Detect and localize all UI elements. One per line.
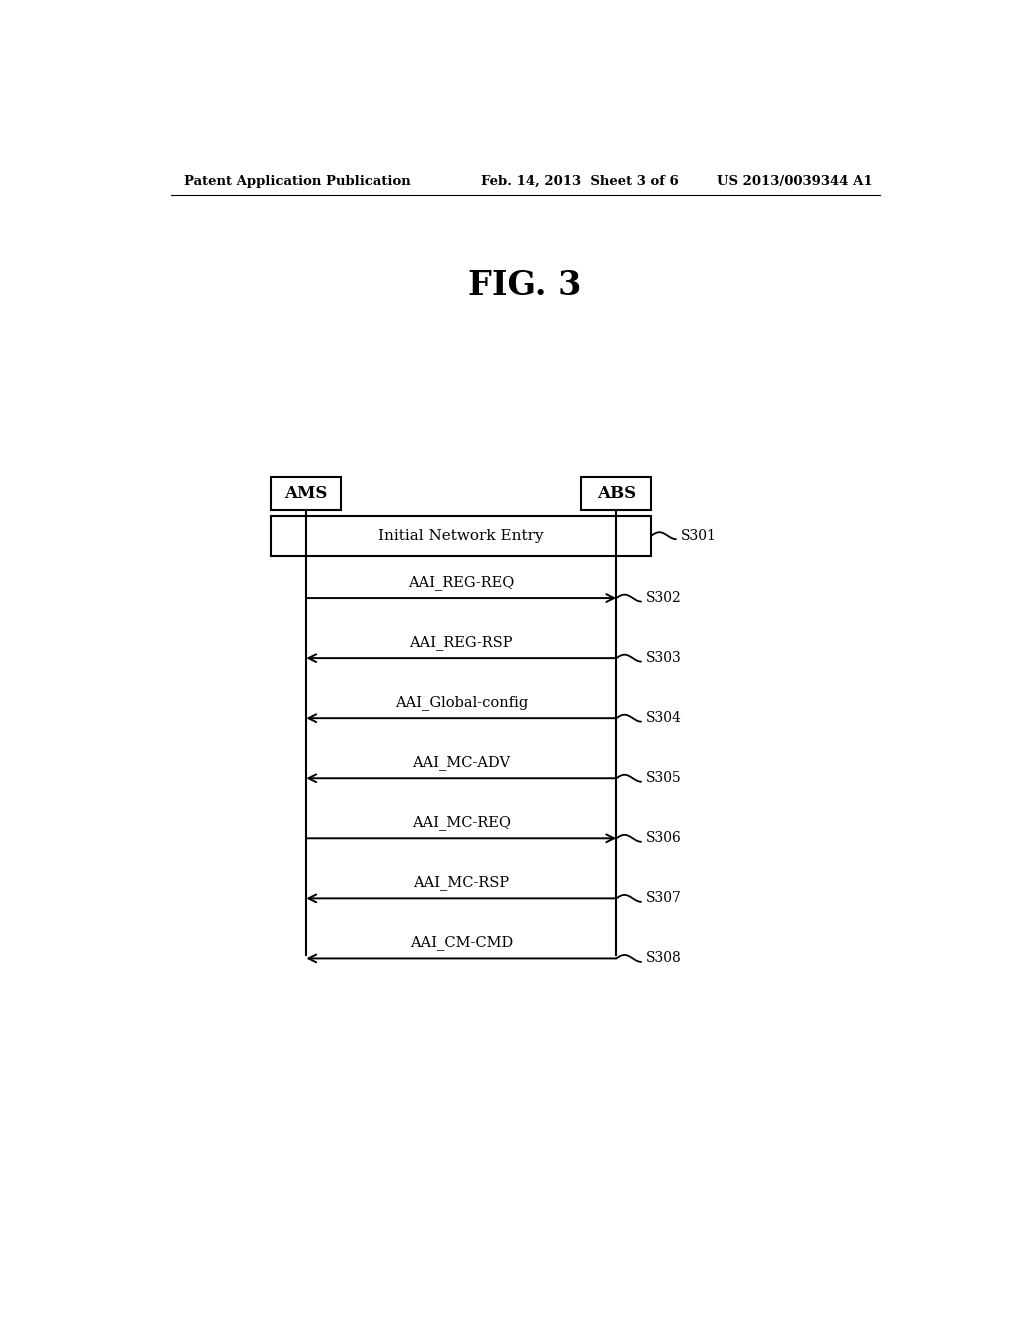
- Text: AAI_MC-REQ: AAI_MC-REQ: [412, 814, 511, 830]
- FancyBboxPatch shape: [271, 478, 341, 510]
- Text: S301: S301: [681, 529, 717, 543]
- Text: AAI_CM-CMD: AAI_CM-CMD: [410, 935, 513, 950]
- Text: AAI_Global-config: AAI_Global-config: [394, 694, 528, 710]
- Text: S306: S306: [646, 832, 681, 845]
- FancyBboxPatch shape: [271, 516, 651, 556]
- Text: AAI_REG-RSP: AAI_REG-RSP: [410, 635, 513, 649]
- Text: Initial Network Entry: Initial Network Entry: [379, 529, 544, 543]
- Text: Patent Application Publication: Patent Application Publication: [183, 176, 411, 187]
- Text: ABS: ABS: [597, 484, 636, 502]
- Text: Feb. 14, 2013  Sheet 3 of 6: Feb. 14, 2013 Sheet 3 of 6: [480, 176, 678, 187]
- Text: AAI_MC-ADV: AAI_MC-ADV: [413, 755, 510, 770]
- FancyBboxPatch shape: [582, 478, 651, 510]
- Text: US 2013/0039344 A1: US 2013/0039344 A1: [717, 176, 872, 187]
- Text: S305: S305: [646, 771, 681, 785]
- Text: S303: S303: [646, 651, 681, 665]
- Text: S307: S307: [646, 891, 682, 906]
- Text: S304: S304: [646, 711, 682, 725]
- Text: S302: S302: [646, 591, 681, 605]
- Text: AAI_REG-REQ: AAI_REG-REQ: [408, 574, 514, 590]
- Text: S308: S308: [646, 952, 681, 965]
- Text: AAI_MC-RSP: AAI_MC-RSP: [414, 875, 509, 890]
- Text: FIG. 3: FIG. 3: [468, 269, 582, 302]
- Text: AMS: AMS: [285, 484, 328, 502]
